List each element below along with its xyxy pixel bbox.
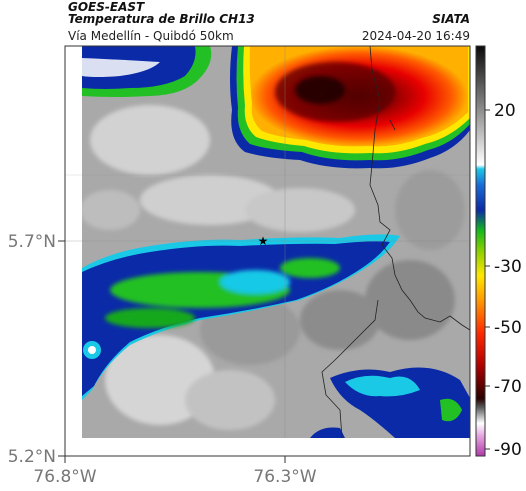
satellite-image: [65, 46, 470, 456]
timestamp-label: 2024-04-20 16:49: [361, 29, 470, 43]
lat-tick-label: 5.2°N: [8, 447, 56, 467]
map-border: [64, 45, 471, 457]
colorbar-tick-label: -70: [494, 377, 522, 397]
colorbar: 20 -30 -50 -70 -90: [475, 45, 522, 460]
colorbar-gradient: [475, 45, 486, 457]
brand-label: SIATA: [432, 12, 470, 26]
boundary-line: [321, 299, 379, 439]
location-star-icon: ★: [258, 234, 269, 248]
lon-tick-label: 76.8°W: [33, 467, 96, 487]
lon-tick-label: 76.3°W: [253, 467, 316, 487]
source-title: GOES-EAST: [68, 0, 145, 14]
region-label: Vía Medellín - Quibdó 50km: [68, 29, 234, 43]
colorbar-tick-label: 20: [494, 101, 516, 121]
lat-tick-label: 5.7°N: [8, 232, 56, 252]
colorbar-tick-label: -30: [494, 257, 522, 277]
boundary-line: [369, 46, 470, 331]
colorbar-tick-label: -50: [494, 318, 522, 338]
colorbar-tick-label: -90: [494, 440, 522, 460]
product-title: Temperatura de Brillo CH13: [68, 12, 255, 26]
